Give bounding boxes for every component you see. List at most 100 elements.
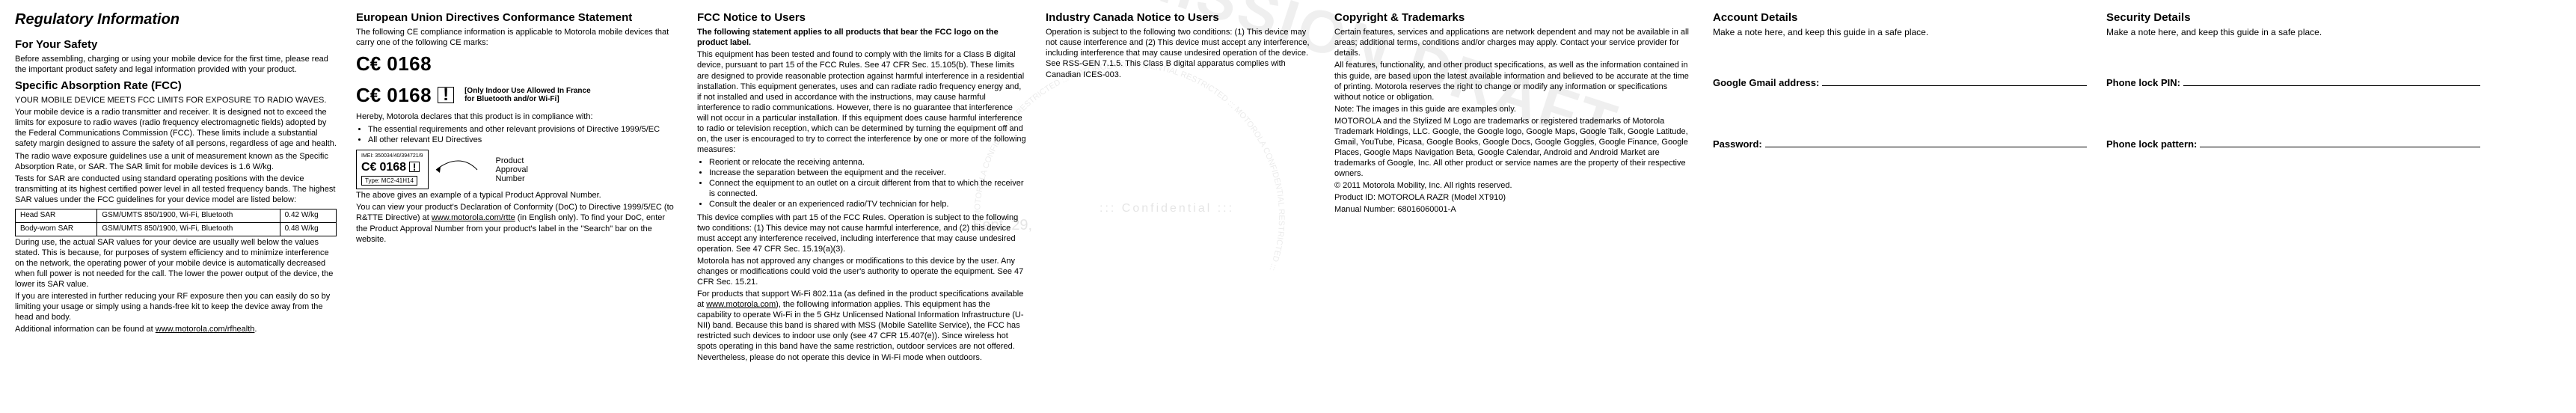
text-fragment: Product bbox=[496, 156, 528, 165]
list-item: Reorient or relocate the receiving anten… bbox=[709, 157, 1026, 168]
motorola-link[interactable]: www.motorola.com bbox=[706, 300, 776, 309]
sar-cell: 0.48 W/kg bbox=[280, 222, 336, 236]
rtte-link[interactable]: www.motorola.com/rtte bbox=[432, 213, 515, 222]
ce-icon: C€ bbox=[356, 52, 381, 76]
password-field[interactable]: Password: bbox=[1713, 138, 2087, 151]
copyright-text-3: Note: The images in this guide are examp… bbox=[1334, 104, 1693, 114]
sar-cell: GSM/UMTS 850/1900, Wi-Fi, Bluetooth bbox=[97, 222, 280, 236]
approval-label: Product Approval Number bbox=[496, 156, 528, 183]
password-line[interactable] bbox=[1765, 139, 2087, 147]
ce-note: [Only Indoor Use Allowed In France for B… bbox=[464, 87, 591, 103]
sar-text-6: If you are interested in further reducin… bbox=[15, 291, 337, 322]
list-item: Connect the equipment to an outlet on a … bbox=[709, 178, 1026, 199]
alert-icon: ! bbox=[438, 87, 454, 103]
pattern-line[interactable] bbox=[2200, 139, 2480, 147]
gmail-label: Google Gmail address: bbox=[1713, 77, 1819, 90]
heading-ic: Industry Canada Notice to Users bbox=[1046, 10, 1315, 25]
eu-text-3: The above gives an example of a typical … bbox=[356, 190, 678, 201]
pin-field[interactable]: Phone lock PIN: bbox=[2106, 77, 2480, 90]
rfhealth-link[interactable]: www.motorola.com/rfhealth bbox=[156, 325, 255, 334]
ce-number: 0168 bbox=[387, 83, 432, 108]
account-note: Make a note here, and keep this guide in… bbox=[1713, 27, 2087, 38]
sar-cell: GSM/UMTS 850/1900, Wi-Fi, Bluetooth bbox=[97, 209, 280, 222]
heading-copyright: Copyright & Trademarks bbox=[1334, 10, 1693, 25]
sar-text-3: The radio wave exposure guidelines use a… bbox=[15, 151, 337, 172]
sar-cell: Head SAR bbox=[16, 209, 97, 222]
heading-account: Account Details bbox=[1713, 10, 2087, 25]
col-eu-directives: European Union Directives Conformance St… bbox=[356, 10, 678, 403]
heading-for-your-safety: For Your Safety bbox=[15, 37, 337, 52]
sar-cell: Body-worn SAR bbox=[16, 222, 97, 236]
text-fragment: . bbox=[254, 325, 257, 334]
alert-icon: ! bbox=[409, 162, 420, 172]
col-regulatory: Regulatory Information For Your Safety B… bbox=[15, 10, 337, 403]
fcc-text-3: This device complies with part 15 of the… bbox=[697, 212, 1026, 254]
approval-example: IMEI: 350034/40/394721/9 C€ 0168 ! Type:… bbox=[356, 150, 678, 189]
sar-text-2: Your mobile device is a radio transmitte… bbox=[15, 107, 337, 149]
col-copyright: Copyright & Trademarks Certain features,… bbox=[1334, 10, 1693, 403]
sar-text-5: During use, the actual SAR values for yo… bbox=[15, 237, 337, 290]
gmail-line[interactable] bbox=[1822, 78, 2087, 86]
pin-line[interactable] bbox=[2183, 78, 2480, 86]
ce-icon: C€ bbox=[361, 160, 376, 174]
ce-number: 0168 bbox=[379, 160, 406, 174]
ce-number: 0168 bbox=[387, 52, 432, 76]
ce-icon: C€ bbox=[356, 83, 381, 108]
list-item: Increase the separation between the equi… bbox=[709, 168, 1026, 178]
sar-cell: 0.42 W/kg bbox=[280, 209, 336, 222]
text-fragment: Number bbox=[496, 174, 528, 183]
approval-type: Type: MC2-41H14 bbox=[361, 176, 417, 186]
eu-list: The essential requirements and other rel… bbox=[368, 124, 678, 145]
col-fcc-notice: FCC Notice to Users The following statem… bbox=[697, 10, 1026, 403]
ce-mark-2: C€ 0168 ! [Only Indoor Use Allowed In Fr… bbox=[356, 83, 678, 108]
page-title: Regulatory Information bbox=[15, 10, 337, 30]
fcc-text-2: This equipment has been tested and found… bbox=[697, 49, 1026, 155]
text-fragment: Approval bbox=[496, 165, 528, 174]
fcc-list: Reorient or relocate the receiving anten… bbox=[709, 157, 1026, 209]
copyright-text-6: Product ID: MOTOROLA RAZR (Model XT910) bbox=[1334, 192, 1693, 203]
text-fragment: for Bluetooth and/or Wi-Fi] bbox=[464, 95, 591, 103]
pattern-label: Phone lock pattern: bbox=[2106, 138, 2197, 151]
table-row: Head SAR GSM/UMTS 850/1900, Wi-Fi, Bluet… bbox=[16, 209, 337, 222]
table-row: Body-worn SAR GSM/UMTS 850/1900, Wi-Fi, … bbox=[16, 222, 337, 236]
copyright-text-1: Certain features, services and applicati… bbox=[1334, 27, 1693, 58]
approval-box: IMEI: 350034/40/394721/9 C€ 0168 ! Type:… bbox=[356, 150, 429, 189]
col-account-details: Account Details Make a note here, and ke… bbox=[1713, 10, 2087, 403]
sar-text-4: Tests for SAR are conducted using standa… bbox=[15, 174, 337, 205]
arrow-icon bbox=[436, 154, 488, 186]
heading-security: Security Details bbox=[2106, 10, 2480, 25]
pin-label: Phone lock PIN: bbox=[2106, 77, 2180, 90]
heading-sar: Specific Absorption Rate (FCC) bbox=[15, 79, 337, 93]
copyright-text-5: © 2011 Motorola Mobility, Inc. All right… bbox=[1334, 180, 1693, 191]
sar-text-7: Additional information can be found at w… bbox=[15, 324, 337, 334]
list-item: All other relevant EU Directives bbox=[368, 135, 678, 145]
fcc-text-5: For products that support Wi-Fi 802.11a … bbox=[697, 289, 1026, 363]
col-security-details: Security Details Make a note here, and k… bbox=[2106, 10, 2480, 403]
sar-table: Head SAR GSM/UMTS 850/1900, Wi-Fi, Bluet… bbox=[15, 209, 337, 236]
pattern-field[interactable]: Phone lock pattern: bbox=[2106, 138, 2480, 151]
text-fragment: ), the following information applies. Th… bbox=[697, 300, 1024, 361]
security-note: Make a note here, and keep this guide in… bbox=[2106, 27, 2480, 38]
sar-text-1: YOUR MOBILE DEVICE MEETS FCC LIMITS FOR … bbox=[15, 95, 337, 105]
fcc-text-4: Motorola has not approved any changes or… bbox=[697, 256, 1026, 287]
ce-mark-1: C€ 0168 bbox=[356, 52, 678, 76]
safety-text: Before assembling, charging or using you… bbox=[15, 54, 337, 75]
col-industry-canada: Industry Canada Notice to Users Operatio… bbox=[1046, 10, 1315, 403]
text-fragment: [Only Indoor Use Allowed In France bbox=[464, 87, 591, 95]
regulatory-page: FCC SUBMISSION DRAFT Sept. 29, ::: Confi… bbox=[0, 0, 2576, 413]
copyright-text-4: MOTOROLA and the Stylized M Logo are tra… bbox=[1334, 116, 1693, 179]
eu-text-1: The following CE compliance information … bbox=[356, 27, 678, 48]
approval-imei: IMEI: 350034/40/394721/9 bbox=[361, 153, 423, 159]
heading-eu: European Union Directives Conformance St… bbox=[356, 10, 678, 25]
list-item: Consult the dealer or an experienced rad… bbox=[709, 199, 1026, 209]
eu-text-2: Hereby, Motorola declares that this prod… bbox=[356, 111, 678, 122]
copyright-text-2: All features, functionality, and other p… bbox=[1334, 60, 1693, 102]
eu-text-4: You can view your product's Declaration … bbox=[356, 202, 678, 244]
gmail-field[interactable]: Google Gmail address: bbox=[1713, 77, 2087, 90]
ic-text-1: Operation is subject to the following tw… bbox=[1046, 27, 1315, 79]
heading-fcc: FCC Notice to Users bbox=[697, 10, 1026, 25]
password-label: Password: bbox=[1713, 138, 1762, 151]
fcc-text-1: The following statement applies to all p… bbox=[697, 27, 1026, 48]
list-item: The essential requirements and other rel… bbox=[368, 124, 678, 135]
text-fragment: Additional information can be found at bbox=[15, 325, 156, 334]
